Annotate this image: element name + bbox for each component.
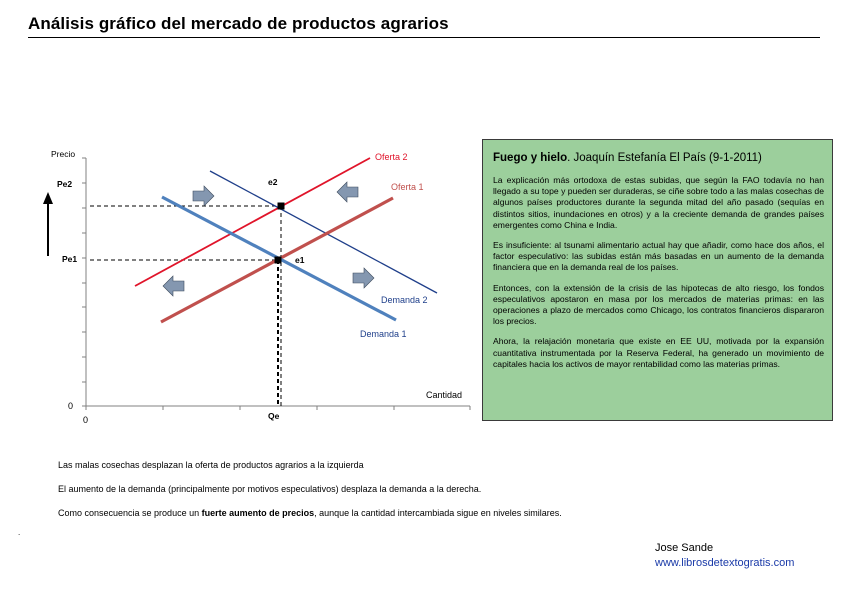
- demanda-2-curve: [209, 170, 438, 294]
- price-rise-arrow: [43, 192, 53, 256]
- stray-mark: .: [18, 528, 21, 537]
- e2-label: e2: [268, 177, 278, 187]
- note-demand-shift: El aumento de la demanda (principalmente…: [58, 484, 482, 494]
- x-origin-label: 0: [83, 415, 88, 425]
- e1-label: e1: [295, 255, 305, 265]
- article-headline: Fuego y hielo: [493, 152, 568, 164]
- demand-shift-right-arrow: [192, 185, 215, 207]
- y-origin-label: 0: [68, 401, 73, 411]
- demand-shift-right-arrow-2: [352, 267, 375, 289]
- demanda-2-label: Demanda 2: [381, 295, 428, 305]
- author-name: Jose Sande: [655, 542, 714, 554]
- e2-point: [277, 202, 285, 210]
- note-supply-shift: Las malas cosechas desplazan la oferta d…: [58, 460, 364, 470]
- e1-point: [274, 256, 282, 264]
- article-byline: . Joaquín Estefanía El País (9-1-2011): [567, 152, 762, 164]
- oferta-1-label: Oferta 1: [391, 182, 424, 192]
- note-conclusion-bold: fuerte aumento de precios: [201, 508, 315, 518]
- article-paragraph: Entonces, con la extensión de la crisis …: [493, 282, 824, 327]
- demanda-1-label: Demanda 1: [360, 329, 407, 339]
- pe1-label: Pe1: [62, 254, 77, 264]
- article-paragraph: Ahora, la relajación monetaria que exist…: [493, 336, 824, 369]
- supply-shift-left-arrow: [336, 181, 359, 203]
- qe-label: Qe: [268, 411, 280, 421]
- note-conclusion: Como consecuencia se produce un fuerte a…: [58, 508, 562, 518]
- oferta-2-curve: [134, 157, 371, 287]
- supply-shift-left-arrow-2: [162, 275, 185, 297]
- article-paragraph: Es insuficiente: al tsunami alimentario …: [493, 240, 824, 273]
- oferta-2-label: Oferta 2: [375, 152, 408, 162]
- x-axis-label: Cantidad: [426, 390, 462, 400]
- article-paragraph: La explicación más ortodoxa de estas sub…: [493, 175, 824, 230]
- notes: Las malas cosechas desplazan la oferta d…: [58, 460, 562, 532]
- article-header: Fuego y hielo. Joaquín Estefanía El País…: [493, 152, 824, 164]
- note-conclusion-post: , aunque la cantidad intercambiada sigue…: [314, 508, 562, 518]
- note-conclusion-pre: Como consecuencia se produce un: [58, 508, 202, 518]
- y-axis-ticks: [82, 157, 86, 407]
- pe2-label: Pe2: [57, 179, 72, 189]
- title-underline: [28, 37, 820, 38]
- article-box: Fuego y hielo. Joaquín Estefanía El País…: [482, 139, 833, 421]
- page-title: Análisis gráfico del mercado de producto…: [28, 14, 449, 33]
- website-link[interactable]: www.librosdetextogratis.com: [655, 557, 795, 569]
- y-axis-label: Precio: [51, 149, 75, 159]
- x-axis-ticks: [85, 406, 471, 410]
